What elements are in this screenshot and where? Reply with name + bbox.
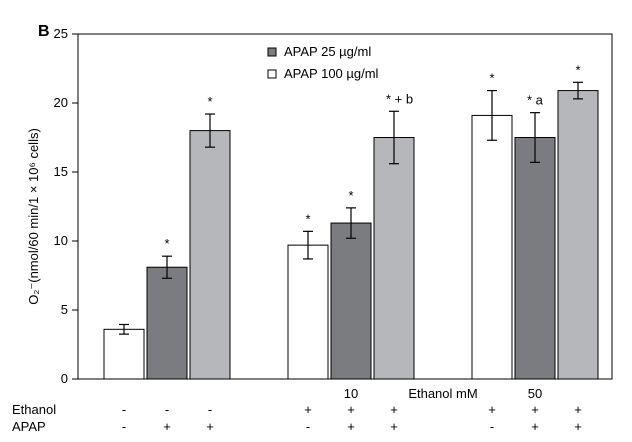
bar [471, 114, 513, 380]
axes-layer: 0 5 10 15 20 25 B O₂⁻(nmol/60 min/1 × 10⁶ cells… [26, 23, 613, 401]
bar-annotation: * [164, 236, 169, 251]
condition-sign: + [574, 402, 582, 417]
bar-annotation: * + b [386, 91, 413, 106]
bar [146, 266, 188, 380]
condition-sign: + [531, 419, 539, 434]
y-tick-label: 5 [61, 302, 68, 317]
condition-sign: + [304, 402, 312, 417]
bars-layer [103, 81, 599, 380]
plot-frame [77, 33, 613, 380]
condition-sign: + [163, 419, 171, 434]
legend-swatch [267, 47, 277, 57]
bar-annotation: * [489, 71, 494, 86]
y-tick-label: 10 [54, 233, 68, 248]
condition-sign: - [306, 419, 310, 434]
condition-sign: + [206, 419, 214, 434]
bar [557, 90, 599, 380]
legend-label: APAP 25 µg/ml [284, 44, 371, 59]
condition-sign: - [490, 419, 494, 434]
condition-rows: Ethanol - - - + + + + + + APAP - + + - + + - + + [12, 402, 582, 434]
y-tick-label: 0 [61, 371, 68, 386]
condition-sign: - [122, 419, 126, 434]
condition-sign: + [390, 419, 398, 434]
bar-annotation: * [575, 62, 580, 77]
bar [330, 222, 372, 380]
condition-sign: - [208, 402, 212, 417]
y-tick-label: 25 [54, 26, 68, 41]
y-tick-label: 20 [54, 95, 68, 110]
legend-label: APAP 100 µg/ml [284, 66, 379, 81]
legend-swatch [267, 69, 277, 79]
condition-sign: + [390, 402, 398, 417]
condition-sign: - [122, 402, 126, 417]
bar [514, 137, 556, 380]
ethanol-mm-label: Ethanol mM [408, 386, 477, 401]
condition-sign: + [488, 402, 496, 417]
annotations-layer: * * * * * + b * * a * [164, 62, 580, 251]
bar [373, 137, 415, 380]
condition-sign: - [165, 402, 169, 417]
ethanol-concentration-label: 10 [344, 386, 358, 401]
bar-annotation: * a [527, 93, 544, 108]
y-axis-label: O₂⁻(nmol/60 min/1 × 10⁶ cells) [26, 128, 41, 305]
bar [189, 130, 231, 380]
condition-sign: + [531, 402, 539, 417]
row-label: Ethanol [12, 402, 56, 417]
y-tick-label: 15 [54, 164, 68, 179]
condition-sign: + [347, 419, 355, 434]
panel-label: B [38, 23, 50, 40]
bar [103, 328, 145, 380]
bar [287, 244, 329, 380]
bar-annotation: * [207, 94, 212, 109]
bar-annotation: * [348, 188, 353, 203]
bar-annotation: * [305, 211, 310, 226]
ethanol-concentration-label: 50 [528, 386, 542, 401]
row-label: APAP [12, 419, 46, 434]
legend: APAP 25 µg/ml APAP 100 µg/ml [267, 44, 379, 81]
condition-sign: + [574, 419, 582, 434]
condition-sign: + [347, 402, 355, 417]
